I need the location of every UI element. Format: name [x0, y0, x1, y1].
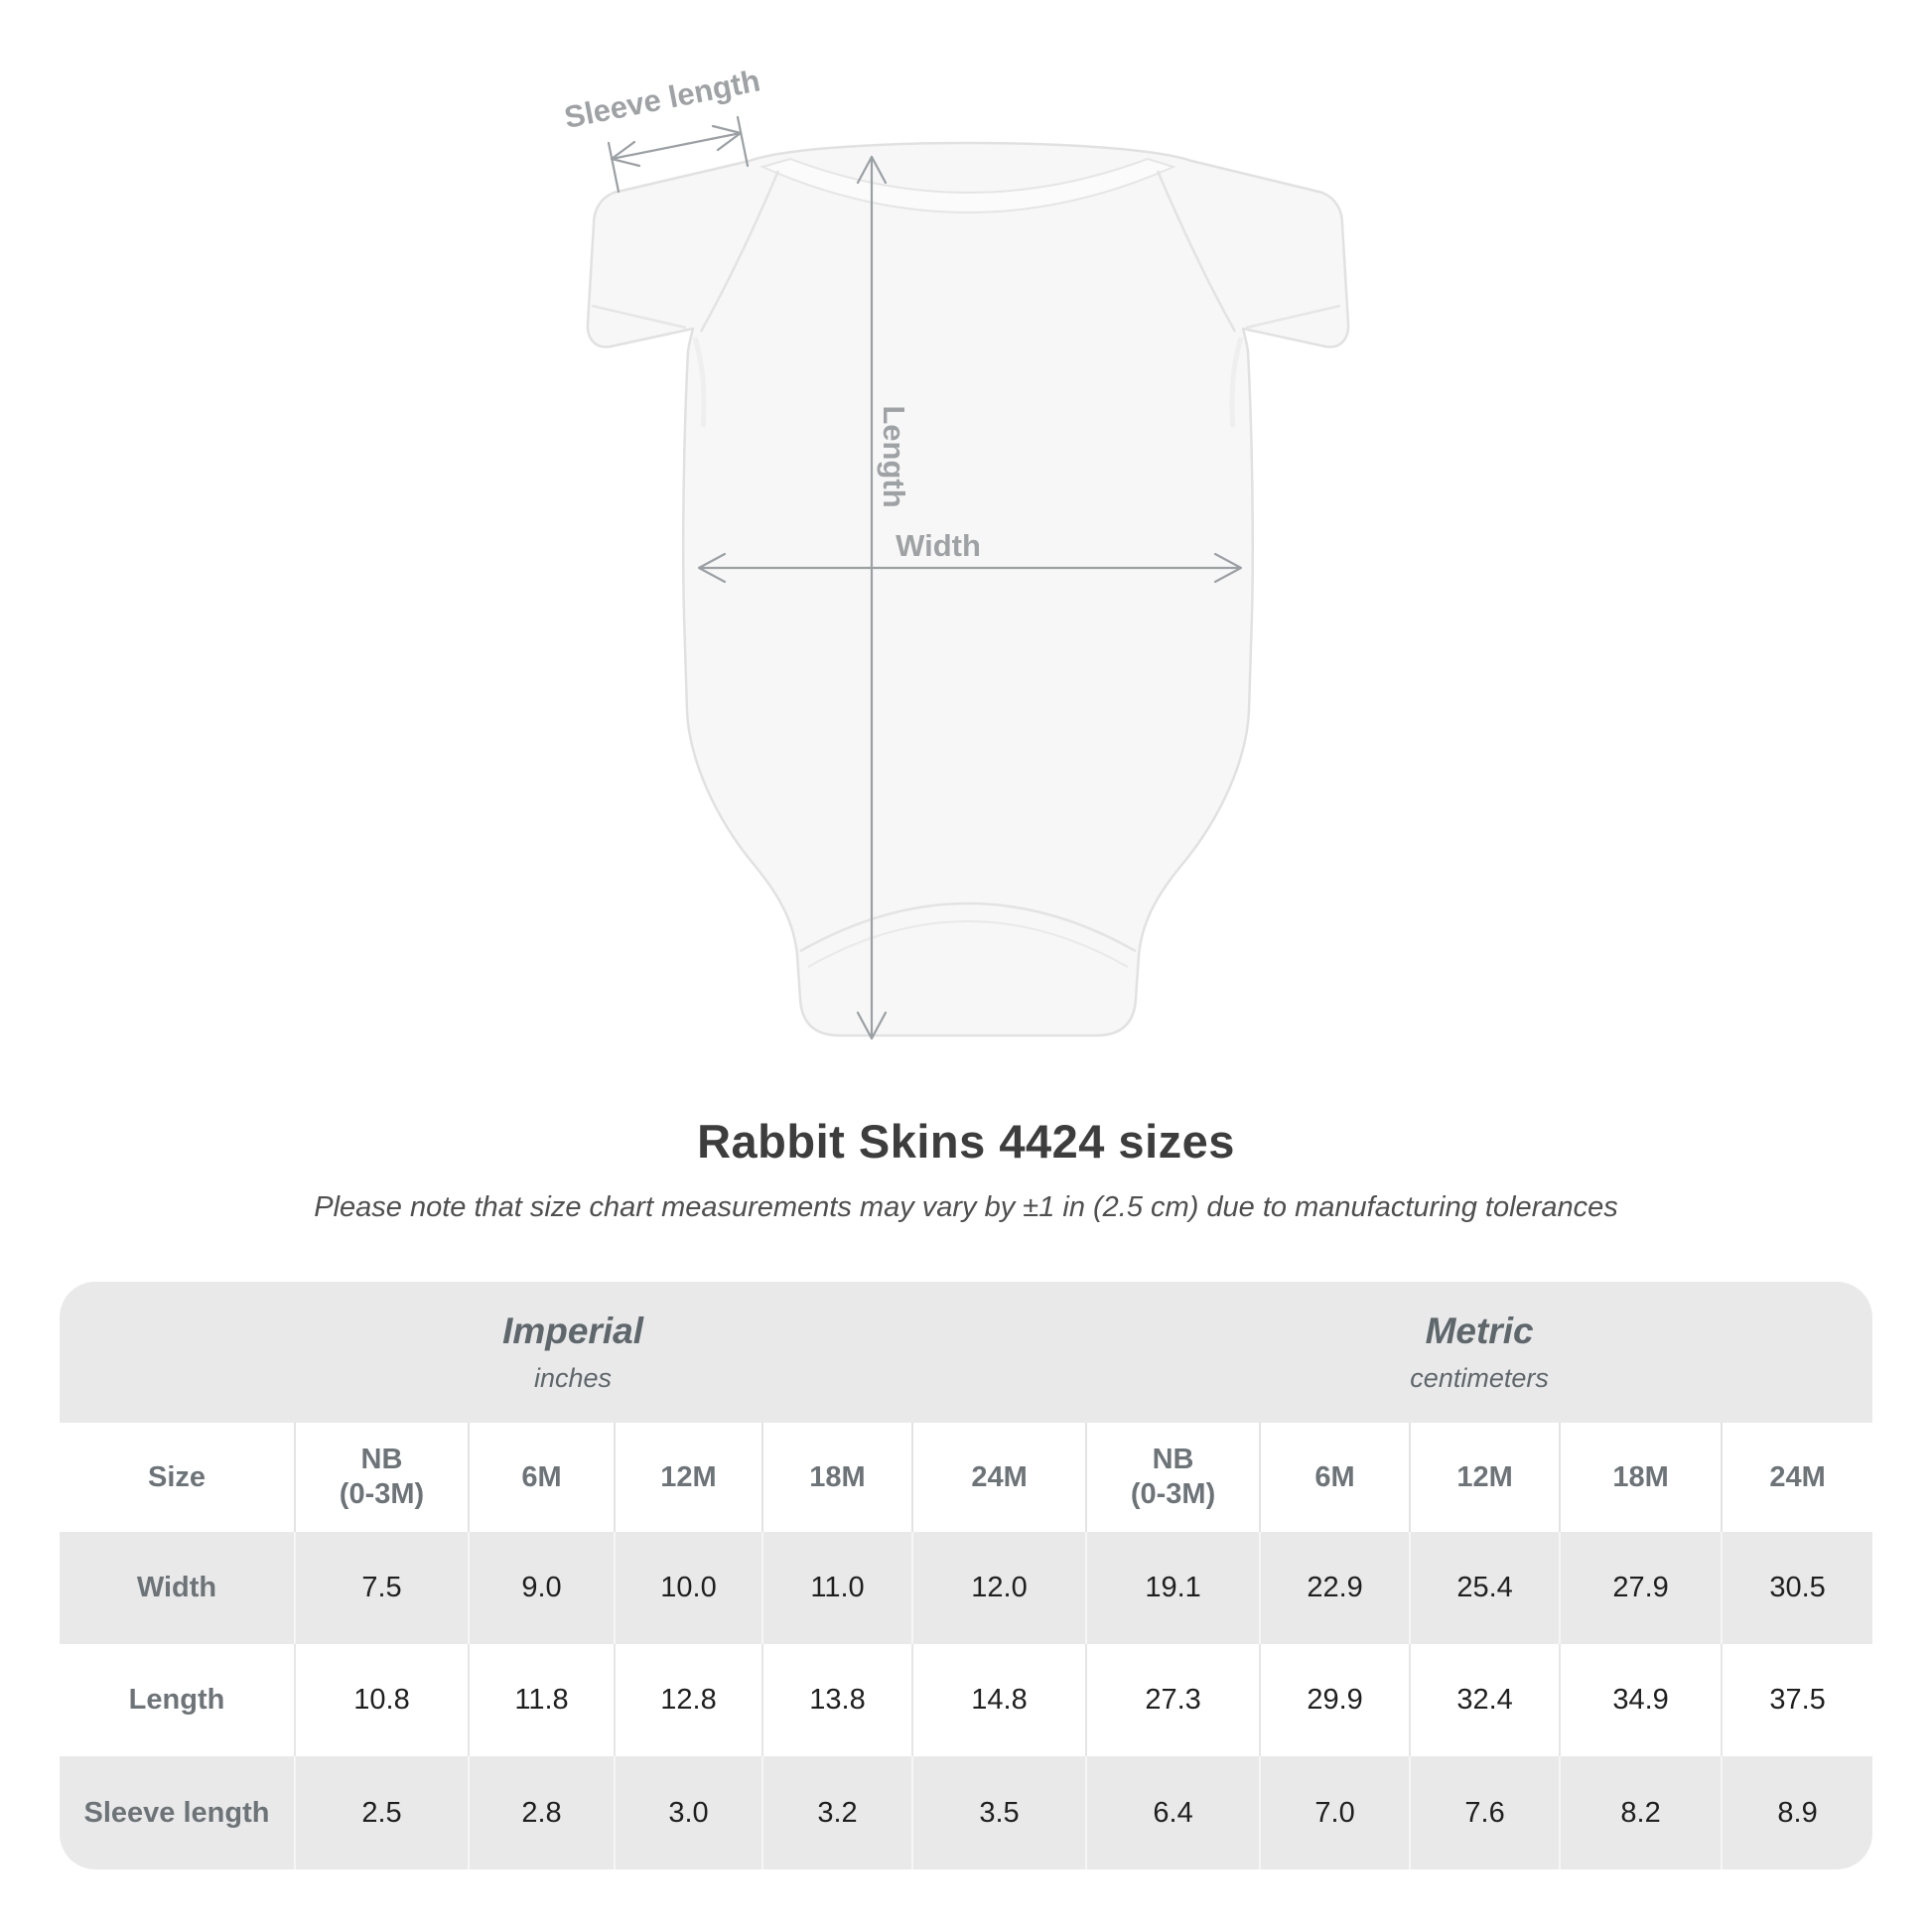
- table-row-width: Width 7.5 9.0 10.0 11.0 12.0 19.1 22.9 2…: [60, 1532, 1872, 1644]
- size-header-metric-18m: 18M: [1559, 1423, 1723, 1532]
- value-cell: 3.0: [614, 1756, 762, 1869]
- value-cell: 27.9: [1559, 1532, 1723, 1644]
- size-header-imperial-nb: NB (0-3M): [294, 1423, 469, 1532]
- value-cell: 7.5: [294, 1532, 469, 1644]
- metric-group-name: Metric: [1425, 1311, 1534, 1352]
- length-arrow: [856, 155, 888, 1040]
- value-cell: 22.9: [1259, 1532, 1411, 1644]
- bodysuit-illustration: [586, 141, 1350, 1037]
- length-label: Length: [877, 405, 911, 507]
- imperial-group-unit: inches: [534, 1362, 613, 1393]
- value-cell: 9.0: [468, 1532, 615, 1644]
- value-cell: 13.8: [761, 1644, 912, 1756]
- page-title: Rabbit Skins 4424 sizes: [697, 1115, 1235, 1168]
- width-label: Width: [896, 528, 981, 563]
- size-header-metric-24m: 24M: [1721, 1423, 1872, 1532]
- bodysuit-size-diagram: Sleeve length Length Width: [562, 63, 1350, 1040]
- width-arrow: [697, 552, 1243, 584]
- value-cell: 3.2: [761, 1756, 912, 1869]
- value-cell: 25.4: [1409, 1532, 1561, 1644]
- imperial-group-name: Imperial: [502, 1311, 643, 1352]
- value-cell: 19.1: [1085, 1532, 1261, 1644]
- value-cell: 2.5: [294, 1756, 469, 1869]
- table-row-sleeve-length: Sleeve length 2.5 2.8 3.0 3.2 3.5 6.4 7.…: [60, 1756, 1872, 1869]
- metric-group-header: Metric centimeters: [1086, 1282, 1872, 1423]
- size-header-imperial-24m: 24M: [910, 1423, 1087, 1532]
- size-header-imperial-12m: 12M: [614, 1423, 762, 1532]
- row-label-sleeve-length: Sleeve length: [83, 1796, 270, 1829]
- value-cell: 3.5: [910, 1756, 1087, 1869]
- value-cell: 34.9: [1559, 1644, 1723, 1756]
- value-cell: 11.8: [468, 1644, 615, 1756]
- table-row-length: Length 10.8 11.8 12.8 13.8 14.8 27.3 29.…: [60, 1644, 1872, 1756]
- row-label-length: Length: [128, 1684, 225, 1717]
- value-cell: 7.6: [1409, 1756, 1561, 1869]
- size-header-metric-6m: 6M: [1259, 1423, 1411, 1532]
- value-cell: 6.4: [1085, 1756, 1261, 1869]
- value-cell: 12.8: [614, 1644, 762, 1756]
- value-cell: 29.9: [1259, 1644, 1411, 1756]
- value-cell: 10.0: [614, 1532, 762, 1644]
- size-column-header: Size: [147, 1460, 207, 1493]
- tolerance-note: Please note that size chart measurements…: [314, 1191, 1618, 1223]
- size-header-metric-nb: NB (0-3M): [1085, 1423, 1261, 1532]
- value-cell: 7.0: [1259, 1756, 1411, 1869]
- value-cell: 8.9: [1721, 1756, 1872, 1869]
- value-cell: 10.8: [294, 1644, 469, 1756]
- size-header-imperial-6m: 6M: [468, 1423, 615, 1532]
- value-cell: 2.8: [468, 1756, 615, 1869]
- measurement-arrows: [607, 115, 1243, 1040]
- value-cell: 12.0: [910, 1532, 1087, 1644]
- value-cell: 30.5: [1721, 1532, 1872, 1644]
- sleeve-length-label: Sleeve length: [562, 63, 763, 134]
- size-table: Imperial inches Metric centimeters Size …: [60, 1282, 1872, 1869]
- metric-group-unit: centimeters: [1410, 1362, 1549, 1393]
- size-header-row: Size NB (0-3M) 6M 12M 18M 24M NB (0-3M) …: [60, 1423, 1872, 1532]
- size-header-metric-12m: 12M: [1409, 1423, 1561, 1532]
- row-label-width: Width: [136, 1572, 217, 1604]
- value-cell: 37.5: [1721, 1644, 1872, 1756]
- value-cell: 14.8: [910, 1644, 1087, 1756]
- unit-band-row: Imperial inches Metric centimeters: [60, 1282, 1872, 1423]
- size-header-imperial-18m: 18M: [761, 1423, 912, 1532]
- size-table-card: Imperial inches Metric centimeters Size …: [60, 1282, 1872, 1869]
- value-cell: 11.0: [761, 1532, 912, 1644]
- imperial-group-header: Imperial inches: [60, 1282, 1086, 1423]
- value-cell: 8.2: [1559, 1756, 1723, 1869]
- sleeve-length-arrow: [607, 115, 750, 194]
- value-cell: 27.3: [1085, 1644, 1261, 1756]
- value-cell: 32.4: [1409, 1644, 1561, 1756]
